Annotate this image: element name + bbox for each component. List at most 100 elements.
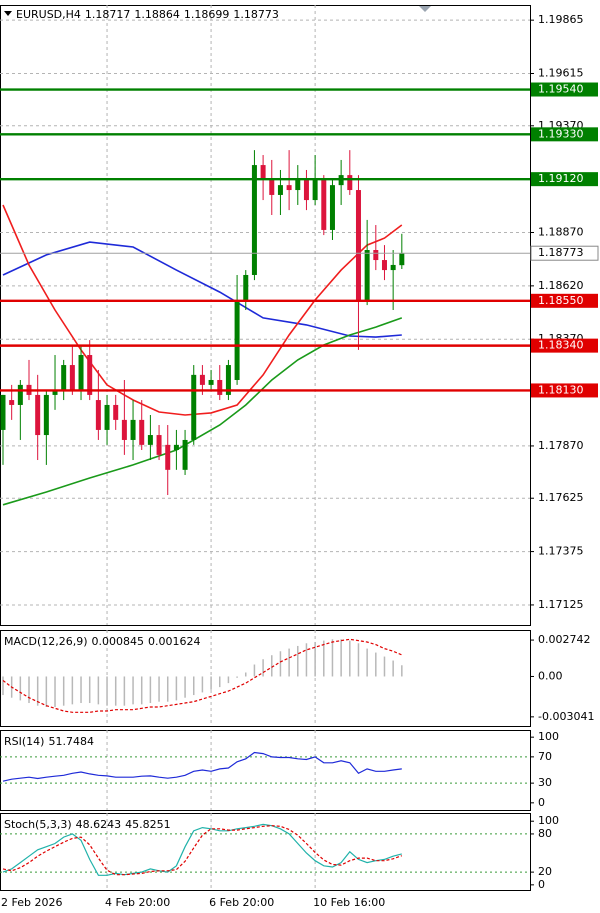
title-text: Stoch(5,3,3): [4, 818, 72, 831]
moving-average: [2, 204, 403, 416]
current-price-label: 1.18773: [538, 246, 584, 259]
level-label: 1.18550: [538, 294, 584, 307]
level-label-box: [531, 383, 598, 398]
candle-body: [347, 175, 353, 191]
candle-body: [95, 400, 101, 430]
candle-body: [243, 274, 249, 300]
panel-title: EURUSD,H4 1.18717 1.18864 1.18699 1.18773: [16, 8, 279, 21]
y-tick-label: 1.17870: [538, 439, 584, 452]
candle-body: [251, 165, 257, 275]
candle-body: [182, 439, 188, 470]
candle-body: [373, 250, 379, 261]
indicator-line: [2, 751, 402, 782]
y-tick-label: 80: [538, 827, 552, 840]
x-tick-label: 10 Feb 16:00: [313, 896, 385, 909]
candle-body: [355, 190, 361, 300]
title-value: 1.18864: [134, 8, 180, 21]
y-tick-label: 20: [538, 865, 552, 878]
level-label-box: [531, 293, 598, 308]
title-text: RSI(14): [4, 735, 44, 748]
candle-body: [61, 365, 67, 391]
level-label-box: [531, 338, 598, 353]
level-label-box: [531, 172, 598, 187]
panel-title: MACD(12,26,9) 0.000845 0.001624: [4, 635, 201, 648]
candle-body: [165, 444, 171, 470]
title-value: 45.8251: [125, 818, 171, 831]
level-label-box: [531, 82, 598, 97]
stoch-panel: [0, 813, 531, 891]
candle-body: [286, 185, 292, 191]
candle-body: [35, 394, 41, 436]
candle-body: [52, 390, 58, 395]
candle-body: [399, 253, 405, 266]
x-tick-label: 2 Feb 2026: [1, 896, 62, 909]
candle-body: [78, 355, 84, 391]
candle-body: [295, 180, 301, 191]
candle-body: [364, 250, 370, 300]
indicator-line: [2, 825, 403, 876]
title-value: 48.6243: [76, 818, 122, 831]
title-value: 1.18699: [184, 8, 230, 21]
candle-body: [9, 400, 15, 405]
title-value: 1.18717: [85, 8, 131, 21]
candle-body: [0, 394, 6, 430]
y-tick-label: 1.19615: [538, 67, 584, 80]
candle-body: [312, 180, 318, 201]
y-tick-label: 1.19865: [538, 13, 584, 26]
y-tick-label: 0.002742: [538, 633, 591, 646]
y-tick-label: 0: [538, 796, 545, 809]
main-panel: [0, 5, 531, 626]
level-label: 1.19120: [538, 172, 584, 185]
y-tick-label: 100: [538, 814, 559, 827]
chart-shift-marker: [419, 6, 431, 12]
y-tick-label: 30: [538, 776, 552, 789]
candle-body: [208, 379, 214, 385]
y-tick-label: 1.17125: [538, 598, 584, 611]
title-text: MACD(12,26,9): [4, 635, 88, 648]
y-tick-label: 1.18870: [538, 226, 584, 239]
candle-body: [113, 404, 119, 420]
candle-body: [156, 435, 162, 455]
candle-body: [303, 180, 309, 201]
current-price-box: [530, 245, 599, 261]
y-tick-label: 1.17625: [538, 491, 584, 504]
title-text: EURUSD,H4: [16, 8, 81, 21]
candle-body: [269, 180, 275, 195]
candle-body: [199, 374, 205, 385]
candle-body: [173, 444, 179, 450]
x-tick-label: 6 Feb 20:00: [209, 896, 274, 909]
rsi-panel: [0, 730, 531, 811]
y-tick-label: 1.18620: [538, 279, 584, 292]
title-value: 51.7484: [48, 735, 94, 748]
candle-body: [390, 264, 396, 271]
candle-body: [321, 180, 327, 230]
candle-body: [147, 435, 153, 445]
y-tick-label: 100: [538, 730, 559, 743]
candle-body: [130, 419, 136, 440]
candle-body: [217, 379, 223, 395]
level-label: 1.19330: [538, 127, 584, 140]
symbol-menu-arrow[interactable]: [4, 11, 12, 16]
level-label-box: [531, 127, 598, 142]
candle-body: [121, 419, 127, 440]
candle-body: [381, 260, 387, 271]
candle-body: [277, 185, 283, 195]
candle-body: [329, 185, 335, 230]
y-tick-label: 70: [538, 750, 552, 763]
candle-body: [191, 374, 197, 440]
indicator-line: [2, 823, 402, 876]
candle-body: [139, 419, 145, 445]
candle-body: [225, 365, 231, 395]
candle-body: [260, 165, 266, 181]
candle-body: [43, 394, 49, 436]
y-tick-label: 0: [538, 878, 545, 891]
y-tick-label: -0.003041: [538, 710, 594, 723]
candle-body: [17, 384, 23, 405]
title-value: 0.000845: [92, 635, 145, 648]
title-value: 0.001624: [148, 635, 201, 648]
level-label: 1.18130: [538, 383, 584, 396]
candle-body: [87, 355, 93, 395]
y-tick-label: 0.00: [538, 669, 563, 682]
